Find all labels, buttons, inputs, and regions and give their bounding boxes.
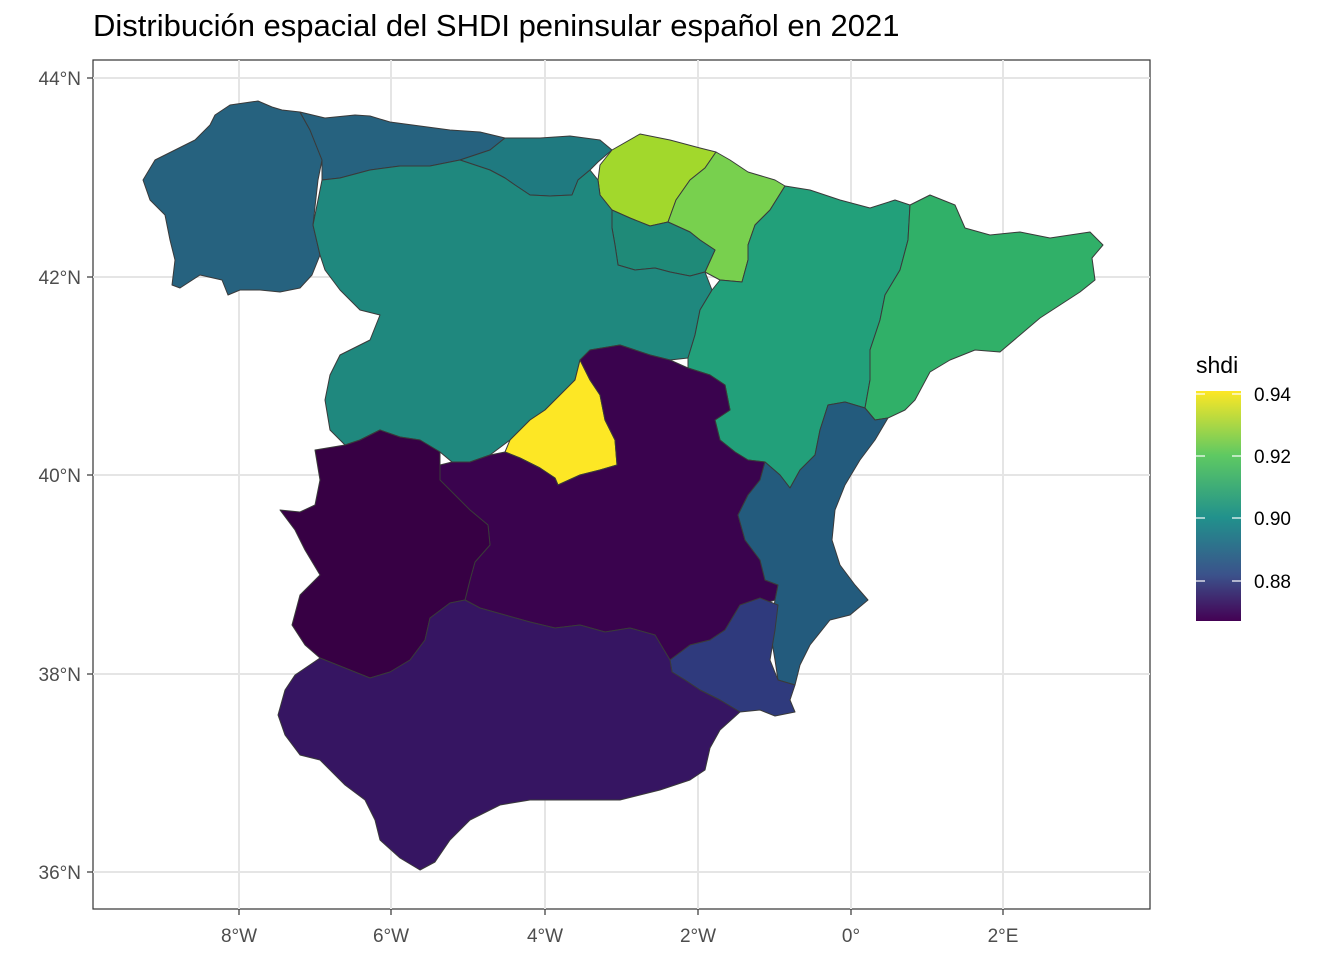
legend-label: 0.88 (1254, 572, 1291, 593)
legend: shdi 0.94 0.92 0.90 0.88 (1196, 352, 1291, 621)
legend-title: shdi (1196, 352, 1238, 378)
x-tick-label: 2°E (988, 926, 1019, 947)
legend-colorbar (1196, 391, 1241, 621)
x-tick-label: 8°W (221, 926, 257, 947)
region-murcia (669, 597, 796, 717)
x-axis-labels: 8°W 6°W 4°W 2°W 0° 2°E (221, 926, 1018, 947)
region-cataluna (864, 194, 1104, 421)
legend-label: 0.94 (1254, 385, 1291, 406)
x-tick-label: 0° (842, 926, 860, 947)
y-axis-labels: 44°N 42°N 40°N 38°N 36°N (39, 69, 81, 884)
y-tick-label: 40°N (39, 466, 81, 487)
chart-title: Distribución espacial del SHDI peninsula… (93, 8, 900, 43)
regions (142, 100, 1104, 871)
y-tick-label: 38°N (39, 665, 81, 686)
x-tick-label: 6°W (373, 926, 409, 947)
region-andalucia (277, 599, 741, 871)
legend-ticks (1196, 393, 1241, 582)
x-tick-label: 4°W (527, 926, 563, 947)
axis-ticks (87, 77, 1004, 915)
y-tick-label: 42°N (39, 268, 81, 289)
legend-label: 0.90 (1254, 509, 1291, 530)
y-tick-label: 44°N (39, 69, 81, 90)
legend-label: 0.92 (1254, 447, 1291, 468)
x-tick-label: 2°W (680, 926, 716, 947)
y-tick-label: 36°N (39, 863, 81, 884)
